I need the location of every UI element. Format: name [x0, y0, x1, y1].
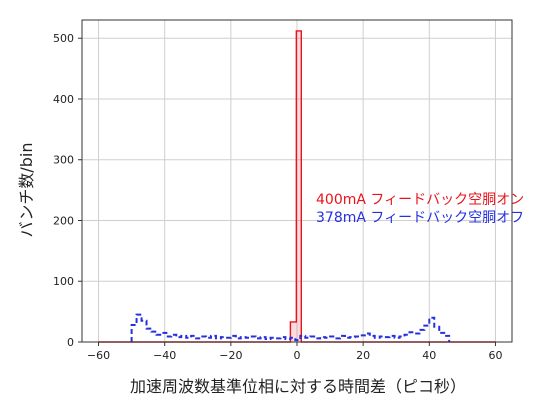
histogram-bin: [424, 326, 429, 342]
histogram-bin: [296, 30, 302, 342]
x-axis-label: 加速周波数基準位相に対する時間差（ピコ秒）: [130, 377, 466, 396]
histogram-series: [98, 30, 496, 343]
y-tick-label: 300: [53, 154, 74, 167]
histogram-bin: [409, 332, 414, 342]
histogram-step-line: [130, 313, 451, 342]
x-tick-label: −20: [219, 349, 242, 362]
y-tick-label: 100: [53, 275, 74, 288]
y-tick-label: 200: [53, 214, 74, 227]
x-tick-label: −40: [153, 349, 176, 362]
histogram-bin: [161, 333, 166, 342]
y-tick-label: 500: [53, 32, 74, 45]
y-tick-label: 0: [67, 336, 74, 349]
legend-entry: 378mA フィードバック空胴オフ: [316, 210, 524, 226]
histogram-bin: [414, 333, 419, 342]
x-tick-label: 40: [422, 349, 436, 362]
legend-entry: 400mA フィードバック空胴オン: [316, 192, 524, 208]
histogram-bin: [156, 335, 161, 342]
x-tick-label: 0: [294, 349, 301, 362]
x-tick-label: 20: [356, 349, 370, 362]
y-axis-label: バンチ数/bin: [17, 143, 36, 238]
histogram-bin: [151, 332, 156, 342]
histogram-bin: [360, 335, 365, 342]
histogram-bin: [439, 333, 444, 342]
x-tick-label: −60: [87, 349, 110, 362]
axis-ticks: −60 −40 −20 0 20 40 60 0 100 200 300 400 500: [53, 32, 502, 362]
series-0: [98, 30, 496, 343]
y-tick-label: 400: [53, 93, 74, 106]
histogram-bin: [147, 329, 152, 342]
x-tick-label: 60: [488, 349, 502, 362]
legend: 400mA フィードバック空胴オン 378mA フィードバック空胴オフ: [316, 192, 524, 226]
series-1: [130, 313, 451, 342]
histogram-bin: [290, 321, 297, 342]
histogram-bin: [419, 330, 424, 342]
histogram-step-line: [98, 30, 496, 343]
